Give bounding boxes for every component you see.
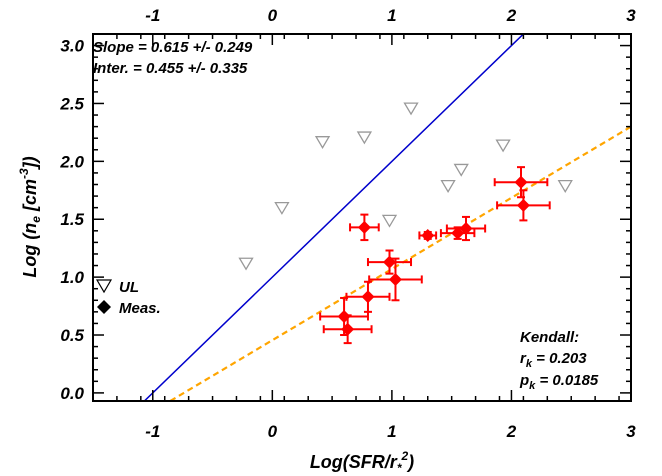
x-tick-label-top-4: 3 xyxy=(626,6,636,25)
ul-point-5 xyxy=(403,102,419,116)
fit-intercept-text: Inter. = 0.455 +/- 0.335 xyxy=(93,60,248,77)
meas-point-6 xyxy=(496,189,551,222)
y-tick-label-6: 3.0 xyxy=(60,37,84,56)
fit-slope-text: Slope = 0.615 +/- 0.249 xyxy=(93,39,253,56)
meas-point-4 xyxy=(445,215,487,242)
meas-point-10 xyxy=(322,314,373,345)
meas-marker-6 xyxy=(516,198,530,212)
x-tick-label-bottom-1: 0 xyxy=(268,422,278,441)
y-tick-label-0: 0.0 xyxy=(60,384,84,403)
ul-point-6 xyxy=(440,180,456,193)
meas-point-8 xyxy=(345,280,391,313)
ul-point-3 xyxy=(356,131,373,145)
y-axis-title: Log (ne [cm-3]) xyxy=(17,156,43,277)
y-tick-label-2: 1.0 xyxy=(60,268,84,287)
ul-point-1 xyxy=(274,202,290,215)
meas-point-5 xyxy=(493,166,549,199)
meas-marker-10 xyxy=(341,322,355,336)
meas-marker-2 xyxy=(421,228,435,242)
kendall-stats: Kendall: rk = 0.203 pk = 0.0185 xyxy=(519,329,599,392)
legend-ul-marker xyxy=(95,279,113,294)
x-tick-label-bottom-4: 3 xyxy=(626,422,636,441)
meas-point-1 xyxy=(366,249,413,275)
ul-point-0 xyxy=(238,257,254,271)
y-tick-label-3: 1.5 xyxy=(60,210,84,229)
upper-limit-points xyxy=(238,102,573,271)
x-tick-label-top-2: 1 xyxy=(387,6,396,25)
y-tick-label-4: 2.0 xyxy=(59,152,84,171)
kendall-title: Kendall: xyxy=(520,329,579,346)
measurement-points xyxy=(319,166,551,345)
x-tick-label-top-1: 0 xyxy=(268,6,278,25)
meas-marker-0 xyxy=(357,220,371,234)
fit-line xyxy=(168,125,631,401)
x-tick-label-bottom-0: -1 xyxy=(145,422,160,441)
x-tick-label-bottom-3: 2 xyxy=(506,422,517,441)
legend-meas-label: Meas. xyxy=(119,300,161,317)
y-tick-label-1: 0.5 xyxy=(60,326,84,345)
axis-ticks xyxy=(92,33,632,401)
plot-frame xyxy=(92,33,632,402)
meas-marker-7 xyxy=(388,272,402,286)
x-axis-title: Log(SFR/r*2) xyxy=(310,449,414,475)
one-to-one-line xyxy=(143,34,525,401)
tick-labels: -1 -1 0 0 1 1 2 2 3 3 0.0 0.5 1.0 1.5 2.0 2.5 3.0 xyxy=(59,6,636,441)
ul-point-2 xyxy=(314,136,331,149)
ul-point-8 xyxy=(495,139,511,153)
x-tick-label-bottom-2: 1 xyxy=(387,422,396,441)
meas-point-2 xyxy=(418,228,438,242)
kendall-rk: rk = 0.203 xyxy=(520,350,587,370)
meas-point-7 xyxy=(368,257,423,302)
meas-marker-1 xyxy=(382,255,396,269)
meas-point-0 xyxy=(349,213,380,242)
ul-point-9 xyxy=(557,180,573,193)
meas-marker-4 xyxy=(459,221,473,235)
legend-ul-label: UL xyxy=(119,279,139,296)
x-tick-label-top-3: 2 xyxy=(506,6,517,25)
x-tick-label-top-0: -1 xyxy=(145,6,160,25)
legend: UL Meas. xyxy=(95,279,161,317)
legend-meas-marker xyxy=(97,300,111,314)
y-tick-label-5: 2.5 xyxy=(59,94,84,113)
ul-point-7 xyxy=(453,163,469,177)
fit-lines xyxy=(143,34,631,401)
meas-marker-5 xyxy=(514,175,528,189)
ul-point-4 xyxy=(381,214,398,228)
kendall-pk: pk = 0.0185 xyxy=(519,372,599,392)
meas-marker-8 xyxy=(361,290,375,304)
